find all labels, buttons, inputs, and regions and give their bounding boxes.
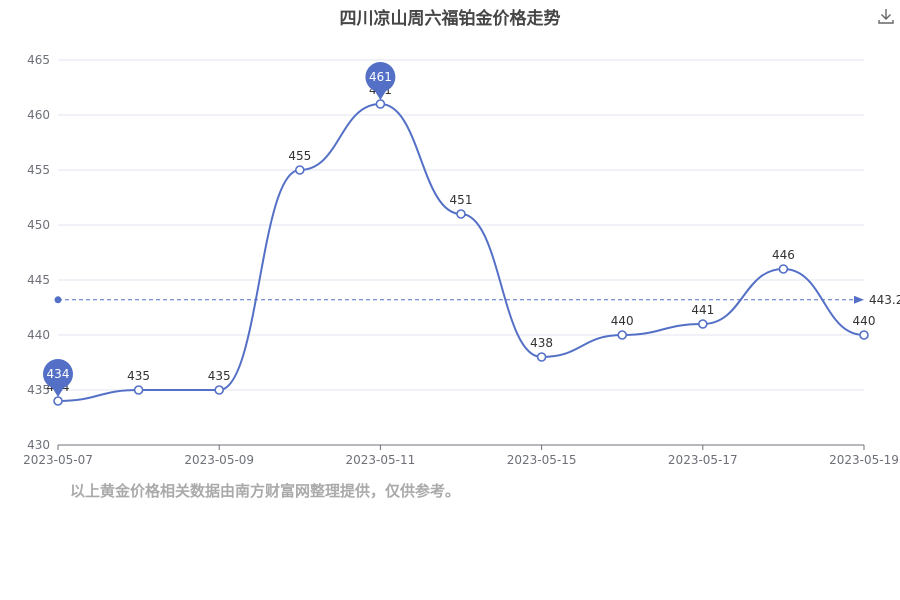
chart-title: 四川凉山周六福铂金价格走势 <box>339 9 561 29</box>
x-tick-label: 2023-05-19 <box>829 453 899 467</box>
data-point <box>53 396 63 406</box>
max-pin-label: 461 <box>369 70 392 84</box>
download-icon <box>878 9 894 24</box>
data-point <box>859 330 869 340</box>
x-tick-label: 2023-05-07 <box>23 453 93 467</box>
y-tick-label: 455 <box>27 163 50 177</box>
data-label: 455 <box>288 149 311 163</box>
data-label: 435 <box>127 369 150 383</box>
min-pin <box>43 359 73 389</box>
series-line <box>53 99 869 406</box>
data-label: 446 <box>772 248 795 262</box>
footnote: 以上黄金价格相关数据由南方财富网整理提供，仅供参考。 <box>70 482 461 500</box>
data-point <box>778 264 789 274</box>
y-tick-label: 435 <box>27 383 50 397</box>
series-path <box>57 102 865 402</box>
x-tick-label: 2023-05-17 <box>668 453 738 467</box>
download-button[interactable] <box>876 6 896 26</box>
min-pin-label: 434 <box>47 367 70 381</box>
y-tick-label: 465 <box>27 53 50 67</box>
y-tick-label: 430 <box>27 438 50 452</box>
y-tick-label: 460 <box>27 108 50 122</box>
average-arrow <box>854 295 864 304</box>
extreme-markers: 461 434 <box>43 62 396 397</box>
data-label: 441 <box>691 303 714 317</box>
grid-lines <box>58 59 864 391</box>
y-tick-label: 450 <box>27 218 50 232</box>
data-point <box>214 385 224 395</box>
average-line: 443.2 <box>54 293 900 307</box>
data-label: 438 <box>530 336 553 350</box>
x-tick-label: 2023-05-15 <box>507 453 577 467</box>
y-tick-label: 440 <box>27 328 50 342</box>
x-tick-label: 2023-05-11 <box>346 453 416 467</box>
data-point <box>294 165 305 175</box>
data-label: 451 <box>450 193 473 207</box>
data-label: 440 <box>611 314 634 328</box>
data-point <box>375 99 386 109</box>
data-point <box>536 352 547 362</box>
y-tick-label: 445 <box>27 273 50 287</box>
data-labels: 434435435455461451438440441446440 <box>47 83 876 394</box>
data-point <box>617 330 628 340</box>
data-point <box>133 385 144 395</box>
data-point <box>456 209 466 219</box>
average-label: 443.2 <box>869 293 900 307</box>
x-tick-label: 2023-05-09 <box>184 453 254 467</box>
data-label: 435 <box>208 369 231 383</box>
axes: 430 435 440 445 450 455 460 465 2023-05-07 2023-0… <box>23 53 899 467</box>
max-pin <box>365 62 396 92</box>
data-point <box>697 319 708 329</box>
data-label: 440 <box>853 314 876 328</box>
